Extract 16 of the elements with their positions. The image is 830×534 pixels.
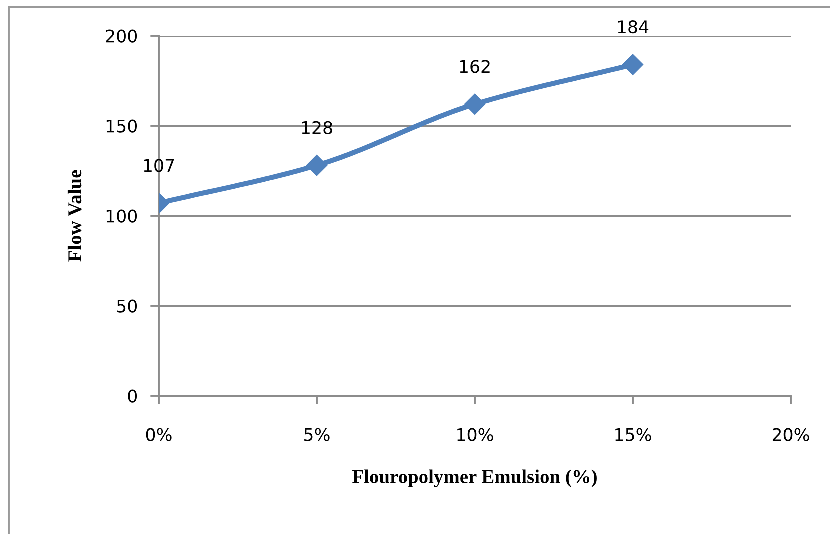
x-tick-label: 5% bbox=[304, 428, 330, 442]
y-axis-title: Flow Value bbox=[68, 170, 82, 262]
x-axis-title: Flouropolymer Emulsion (%) bbox=[352, 470, 597, 488]
data-label: 184 bbox=[618, 20, 649, 34]
x-tick-label: 15% bbox=[616, 428, 652, 442]
data-label: 162 bbox=[460, 60, 490, 74]
x-tick-label: 10% bbox=[458, 428, 494, 442]
x-tick-label: 0% bbox=[146, 428, 172, 442]
y-tick-label: 0 bbox=[128, 390, 138, 403]
y-tick-label: 200 bbox=[106, 30, 138, 43]
data-label: 128 bbox=[302, 121, 332, 134]
x-tick-label: 20% bbox=[772, 428, 810, 442]
y-tick-label: 150 bbox=[106, 120, 138, 133]
y-tick-label: 100 bbox=[106, 210, 138, 223]
y-tick-label: 50 bbox=[117, 300, 138, 313]
data-label: 107 bbox=[144, 159, 174, 172]
